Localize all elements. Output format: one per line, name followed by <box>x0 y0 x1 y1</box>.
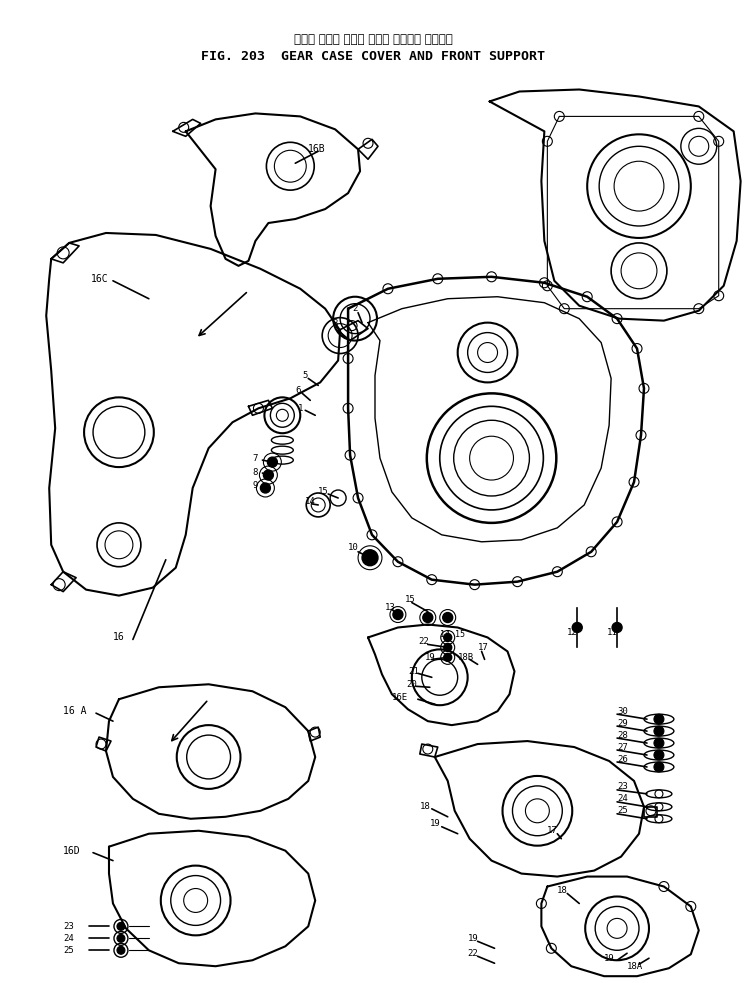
Text: 18: 18 <box>557 886 568 895</box>
Text: 25: 25 <box>63 946 74 954</box>
Text: 14 15: 14 15 <box>440 630 465 639</box>
Text: 3: 3 <box>332 319 338 328</box>
Circle shape <box>264 470 273 480</box>
Text: 19: 19 <box>430 819 441 829</box>
Text: 16B: 16B <box>309 145 326 154</box>
Text: 27: 27 <box>617 742 627 752</box>
Text: 15: 15 <box>405 595 415 605</box>
Text: 14: 14 <box>306 497 316 506</box>
Text: 21: 21 <box>408 666 418 676</box>
Text: 16C: 16C <box>91 274 108 284</box>
Circle shape <box>654 715 664 724</box>
Circle shape <box>612 622 622 632</box>
Text: 8: 8 <box>252 468 258 477</box>
Text: 19: 19 <box>604 954 615 962</box>
Text: 16E: 16E <box>392 693 408 702</box>
Text: 6: 6 <box>295 386 300 395</box>
Text: 15: 15 <box>318 488 329 496</box>
Text: 18: 18 <box>420 802 430 811</box>
Text: 22: 22 <box>418 637 429 646</box>
Circle shape <box>654 738 664 748</box>
Text: 13: 13 <box>385 603 396 612</box>
Text: 1: 1 <box>298 404 304 413</box>
Text: 18A: 18A <box>627 961 643 971</box>
Text: 5: 5 <box>303 371 308 380</box>
Text: 19: 19 <box>425 653 436 662</box>
Text: ギヤー ケース カバー および フロント サポート: ギヤー ケース カバー および フロント サポート <box>294 33 453 46</box>
Circle shape <box>117 922 125 930</box>
Text: 16D: 16D <box>63 845 81 855</box>
Circle shape <box>654 726 664 736</box>
Text: 23: 23 <box>617 782 627 791</box>
Text: 10: 10 <box>348 544 359 552</box>
Circle shape <box>444 633 452 642</box>
Text: 20: 20 <box>406 680 417 689</box>
Text: 16: 16 <box>113 632 125 643</box>
Text: 2: 2 <box>352 304 358 314</box>
Text: 30: 30 <box>617 707 627 716</box>
Circle shape <box>393 609 403 619</box>
Circle shape <box>654 762 664 772</box>
Circle shape <box>444 644 452 652</box>
Text: 17: 17 <box>477 643 489 652</box>
Text: 11: 11 <box>607 628 618 637</box>
Text: 19: 19 <box>468 934 478 943</box>
Text: 29: 29 <box>617 719 627 727</box>
Circle shape <box>654 750 664 760</box>
Circle shape <box>443 612 453 622</box>
Text: 25: 25 <box>617 806 627 815</box>
Text: 28: 28 <box>617 730 627 739</box>
Circle shape <box>267 457 277 467</box>
Text: 12: 12 <box>567 628 578 637</box>
Text: 16 A: 16 A <box>63 706 87 717</box>
Circle shape <box>117 935 125 943</box>
Circle shape <box>117 947 125 954</box>
Text: FIG. 203  GEAR CASE COVER AND FRONT SUPPORT: FIG. 203 GEAR CASE COVER AND FRONT SUPPO… <box>201 50 545 63</box>
Text: 23: 23 <box>63 922 74 931</box>
Circle shape <box>444 654 452 662</box>
Text: 26: 26 <box>617 755 627 764</box>
Text: 18B: 18B <box>458 653 474 662</box>
Circle shape <box>362 549 378 566</box>
Text: 22: 22 <box>468 949 478 957</box>
Circle shape <box>261 483 270 493</box>
Circle shape <box>572 622 582 632</box>
Text: 7: 7 <box>252 453 258 463</box>
Text: 9: 9 <box>252 481 258 490</box>
Text: 24: 24 <box>617 794 627 803</box>
Text: 24: 24 <box>63 934 74 943</box>
Circle shape <box>423 612 433 622</box>
Text: 17: 17 <box>548 827 558 836</box>
